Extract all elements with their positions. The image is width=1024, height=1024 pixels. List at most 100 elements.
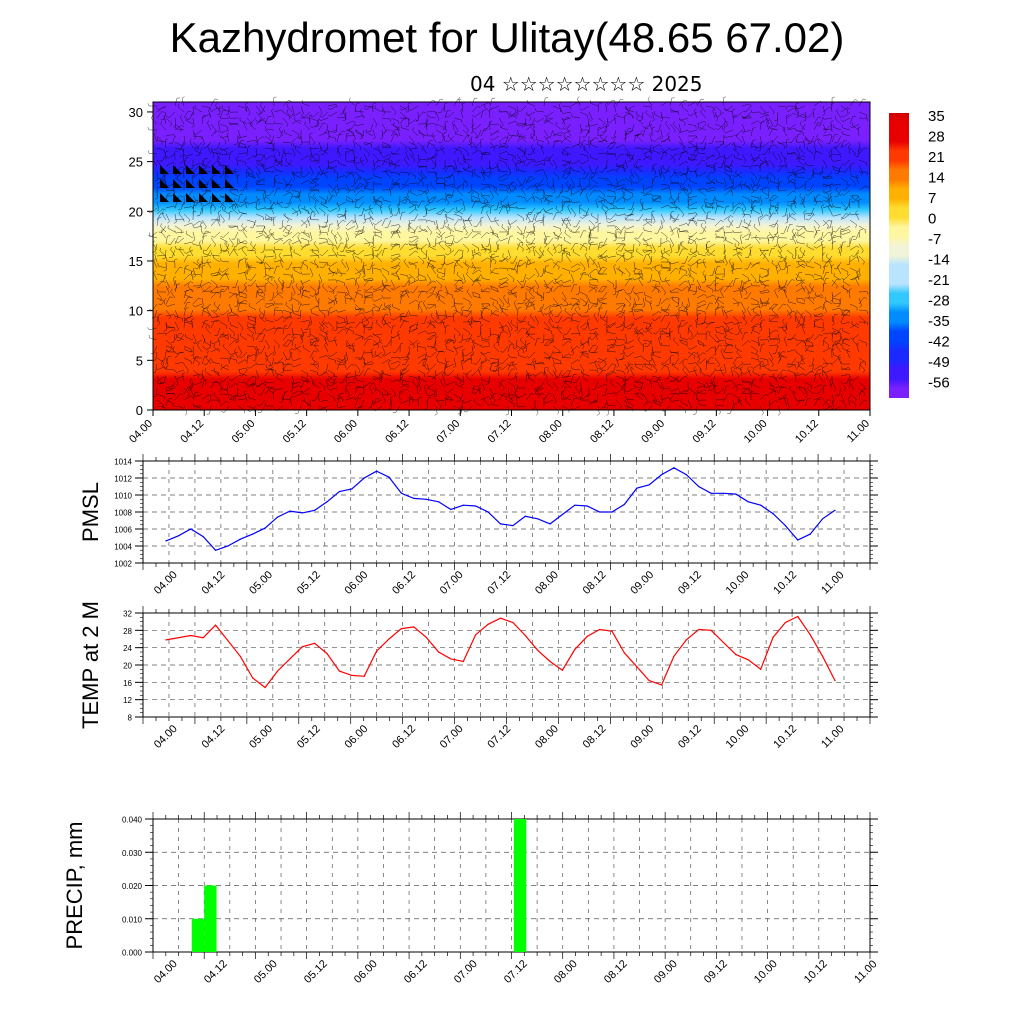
wind-barb xyxy=(759,111,770,115)
wind-barb xyxy=(720,288,725,299)
wind-barb xyxy=(172,117,177,128)
wind-barb xyxy=(513,339,518,350)
wind-barb xyxy=(337,269,347,275)
wind-barb xyxy=(255,111,262,121)
chart-title: Kazhydromet for Ulitay(48.65 67.02) xyxy=(169,14,845,61)
wind-pennant xyxy=(199,165,208,174)
wind-barb xyxy=(390,243,401,248)
wind-barb xyxy=(264,282,269,293)
wind-barb xyxy=(297,204,302,215)
wind-barb xyxy=(435,177,446,181)
wind-barb xyxy=(183,405,188,416)
wind-barb xyxy=(806,243,815,251)
wind-barb xyxy=(442,132,446,143)
wind-barb xyxy=(228,237,234,248)
wind-barb xyxy=(633,237,641,246)
wind-barb xyxy=(237,240,248,245)
wind-barb xyxy=(210,381,220,386)
wind-barb xyxy=(399,368,407,377)
wind-barb xyxy=(834,261,842,270)
section-fill xyxy=(153,102,870,410)
wind-barb xyxy=(617,225,626,233)
wind-barb xyxy=(726,219,734,228)
wind-barb xyxy=(652,197,662,203)
wind-barb xyxy=(795,147,801,158)
wind-barb xyxy=(210,286,220,293)
wind-barb xyxy=(624,351,635,358)
wind-barb xyxy=(714,105,722,115)
wind-barb xyxy=(714,276,719,287)
wind-barb xyxy=(307,216,311,227)
wind-barb xyxy=(476,276,482,287)
wind-barb xyxy=(264,126,275,131)
wind-barb xyxy=(606,372,610,383)
wind-barb xyxy=(598,363,608,370)
wind-barb xyxy=(186,111,194,120)
wind-barb xyxy=(481,377,491,383)
wind-barb xyxy=(858,159,867,166)
x-tick-label: 08.12 xyxy=(602,958,630,986)
wind-barb xyxy=(503,294,509,305)
wind-barb xyxy=(696,351,700,362)
wind-barb xyxy=(399,105,410,111)
wind-barb xyxy=(552,171,560,181)
wind-barb xyxy=(258,225,266,234)
wind-barb xyxy=(390,315,401,321)
wind-barb xyxy=(472,292,482,299)
wind-barb xyxy=(545,117,554,125)
wind-barb xyxy=(363,295,369,305)
wind-barb xyxy=(732,171,743,178)
colorbar-label: 14 xyxy=(928,170,945,187)
wind-barb xyxy=(732,202,742,209)
wind-barb xyxy=(613,264,617,275)
wind-barb xyxy=(444,240,455,245)
wind-barb xyxy=(594,297,599,307)
wind-barb xyxy=(744,397,752,407)
wind-barb xyxy=(858,98,866,107)
wind-barb xyxy=(489,183,498,192)
wind-barb xyxy=(624,159,628,170)
wind-barb xyxy=(507,105,516,112)
wind-barb xyxy=(444,109,451,119)
wind-barb xyxy=(219,321,228,329)
wind-barb xyxy=(759,339,770,343)
wind-barb xyxy=(246,345,256,350)
wind-barb xyxy=(728,258,734,269)
wind-barb xyxy=(327,299,338,305)
wind-barb xyxy=(408,235,419,239)
wind-barb xyxy=(203,357,212,365)
wind-barb xyxy=(390,333,401,339)
pmsl-point xyxy=(499,523,502,525)
wind-barb xyxy=(566,126,572,137)
wind-barb xyxy=(690,147,698,156)
wind-barb xyxy=(399,184,409,191)
wind-barb xyxy=(218,210,221,221)
wind-barb xyxy=(768,316,778,323)
wind-barb xyxy=(799,193,806,203)
wind-barb xyxy=(444,325,450,335)
wind-barb xyxy=(194,147,203,155)
wind-barb xyxy=(520,279,527,289)
wind-barb xyxy=(516,153,522,164)
wind-barb xyxy=(314,294,320,305)
wind-barb xyxy=(849,116,856,125)
wind-barb xyxy=(606,371,617,377)
wind-barb xyxy=(534,183,545,188)
wind-barb xyxy=(434,405,438,416)
wind-barb xyxy=(858,185,869,191)
wind-barb xyxy=(762,188,770,197)
wind-barb xyxy=(204,367,212,377)
wind-barb xyxy=(813,225,818,236)
wind-barb xyxy=(300,261,308,270)
wind-barb xyxy=(453,279,462,287)
wind-barb xyxy=(597,199,608,203)
wind-barb xyxy=(679,390,689,395)
wind-barb xyxy=(239,369,248,377)
wind-barb xyxy=(399,295,405,305)
wind-barb xyxy=(291,119,302,125)
wind-barb xyxy=(767,234,771,245)
wind-barb xyxy=(633,291,644,295)
wind-barb xyxy=(677,324,681,335)
wind-barb xyxy=(417,290,428,295)
wind-barb xyxy=(507,321,513,332)
